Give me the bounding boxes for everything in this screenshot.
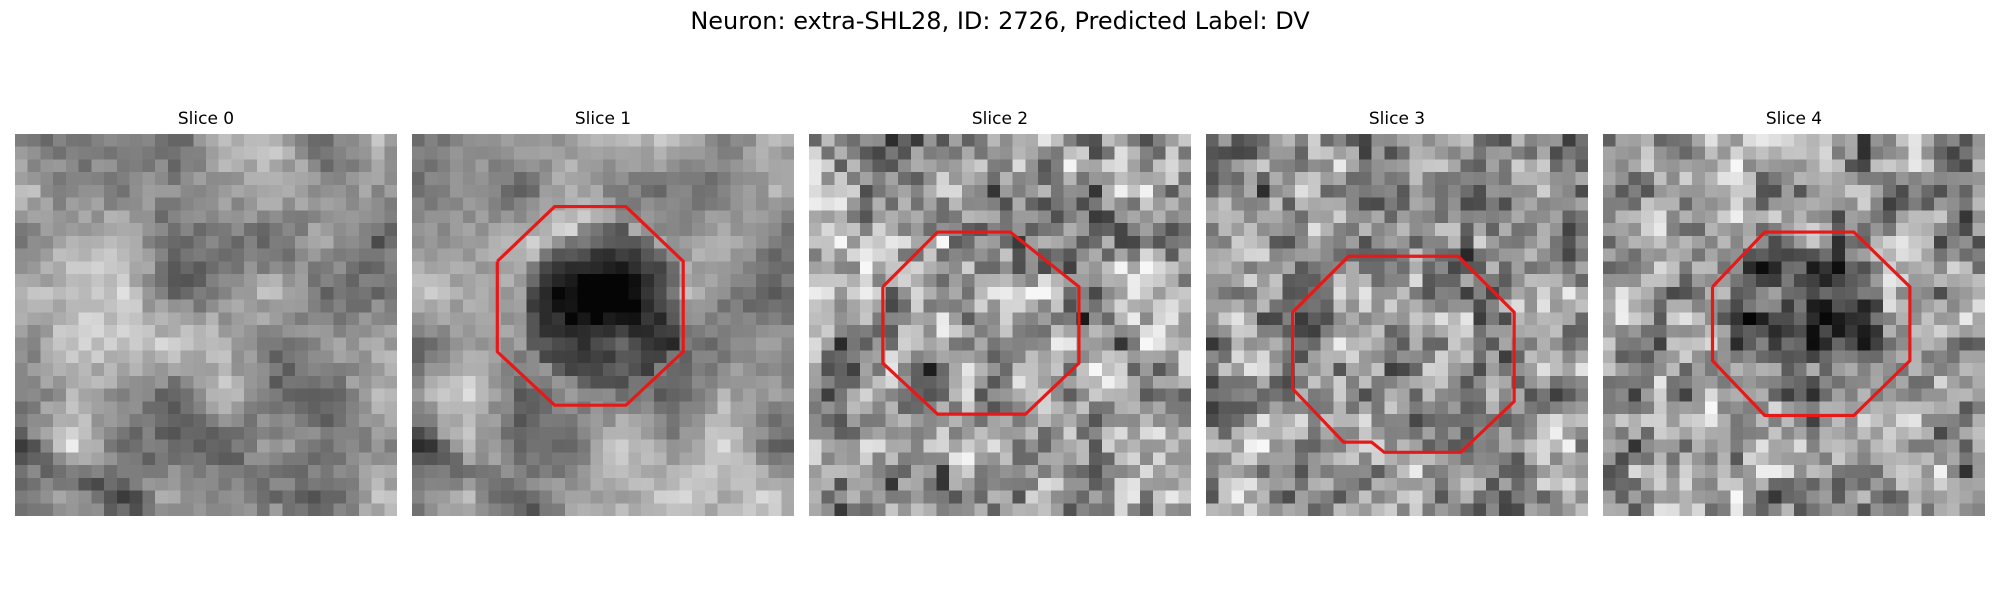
- roi-outline-2: [881, 230, 1081, 416]
- slice-panel-1: Slice 1: [412, 108, 794, 516]
- slice-image-3: [1206, 134, 1588, 516]
- slice-panel-0: Slice 0: [15, 108, 397, 516]
- slice-panel-2: Slice 2: [809, 108, 1191, 516]
- slice-title-3: Slice 3: [1368, 109, 1426, 129]
- slice-title-2: Slice 2: [971, 109, 1029, 129]
- slice-image-4: [1603, 134, 1985, 516]
- slice-panel-4: Slice 4: [1603, 108, 1985, 516]
- slice-title-4: Slice 4: [1765, 109, 1823, 129]
- roi-outline-1: [495, 204, 685, 407]
- figure-title: Neuron: extra-SHL28, ID: 2726, Predicted…: [690, 7, 1310, 35]
- slice-image-0: [15, 134, 397, 516]
- roi-outline-4: [1710, 230, 1912, 417]
- slice-image-2: [809, 134, 1191, 516]
- slice-image-1: [412, 134, 794, 516]
- slice-title-0: Slice 0: [177, 109, 235, 129]
- roi-outline-3: [1290, 254, 1516, 454]
- slice-title-1: Slice 1: [574, 109, 632, 129]
- slice-panel-3: Slice 3: [1206, 108, 1588, 516]
